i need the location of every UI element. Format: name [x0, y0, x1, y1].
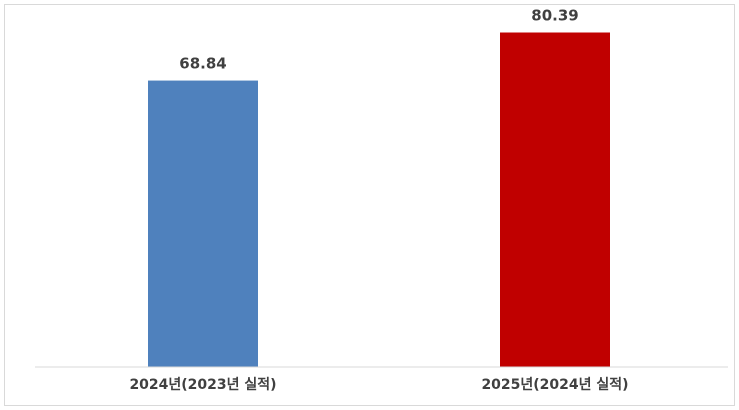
- bar-value-label-1: 68.84: [179, 55, 226, 73]
- bar-value-label-2: 80.39: [531, 7, 578, 25]
- bar-1: [148, 80, 258, 367]
- bars-layer: [148, 32, 610, 368]
- labels-layer: 68.84 2024년(2023년 실적) 80.39 2025년(2024년 실적): [129, 7, 628, 393]
- category-label-1: 2024년(2023년 실적): [129, 376, 276, 393]
- category-label-2: 2025년(2024년 실적): [481, 376, 628, 393]
- chart-frame: [4, 4, 735, 406]
- bar-2: [500, 32, 610, 368]
